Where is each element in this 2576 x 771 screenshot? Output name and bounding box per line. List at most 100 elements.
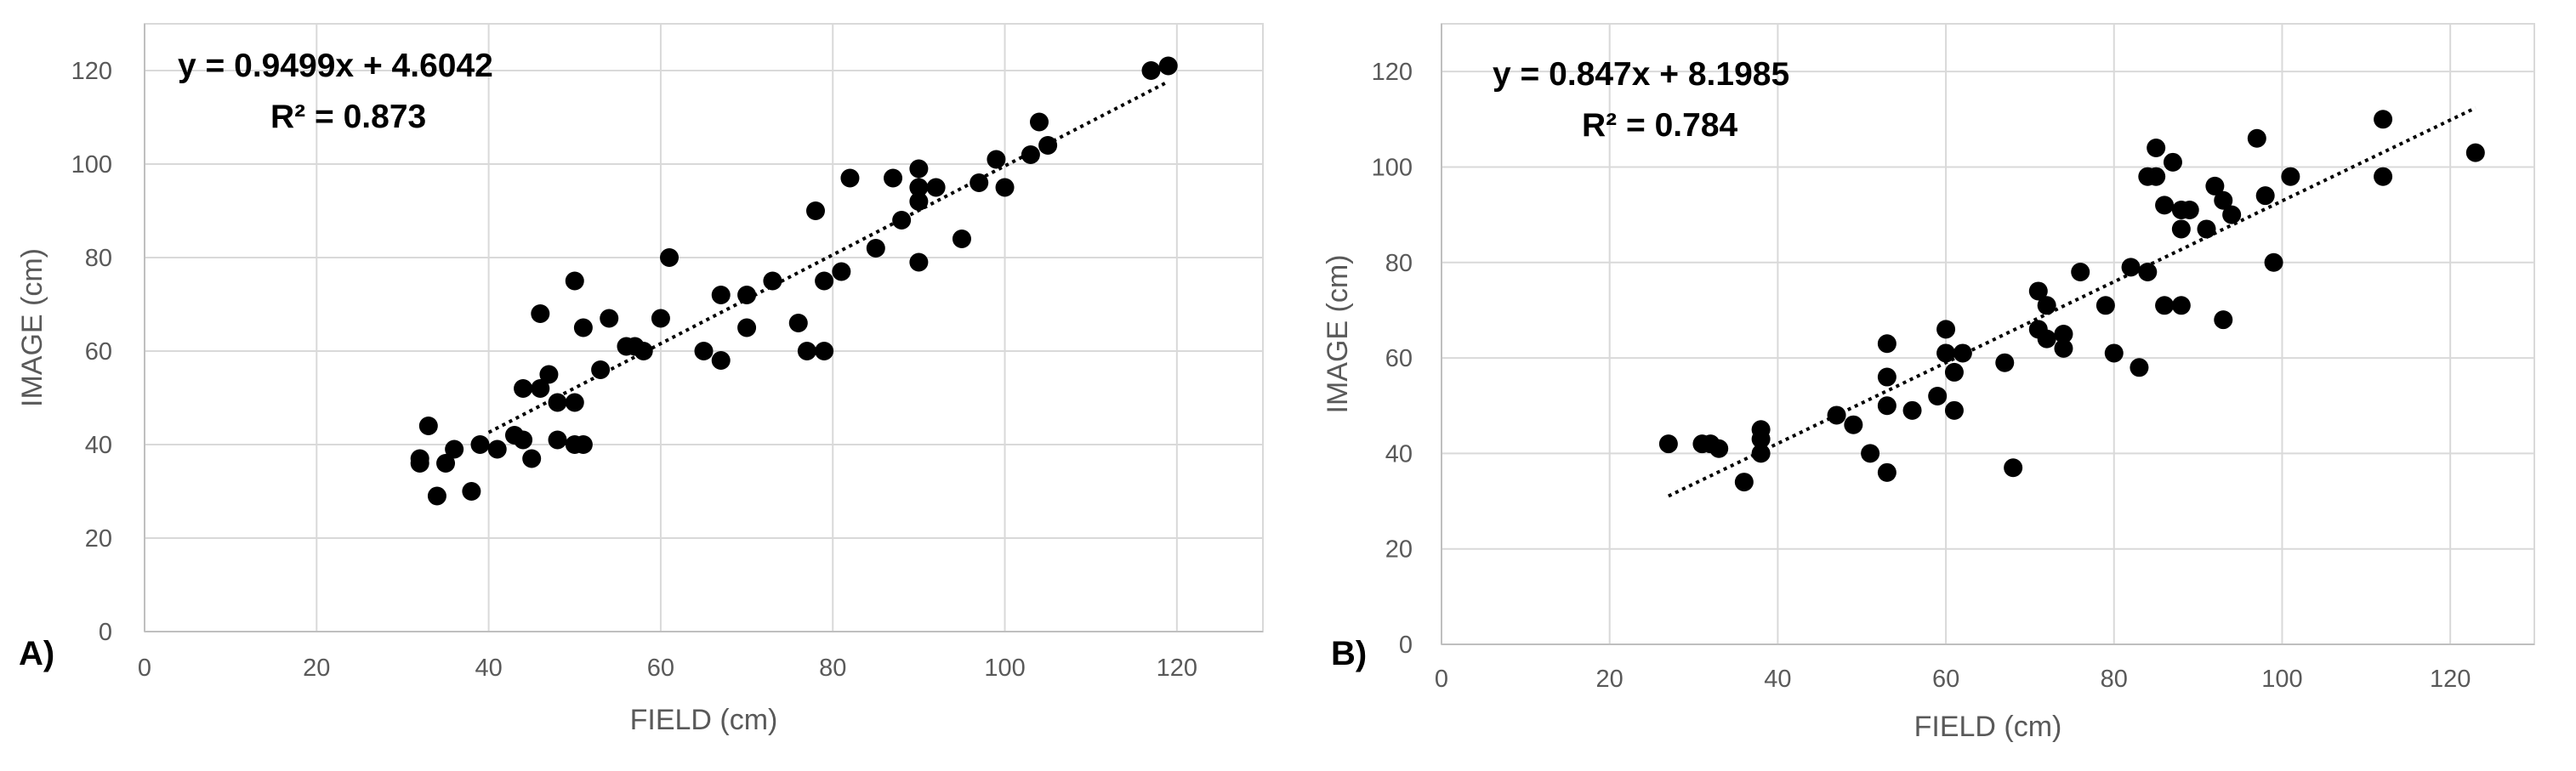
y-axis-title: IMAGE (cm) <box>1322 255 1354 414</box>
data-point <box>806 201 825 220</box>
y-tick-label: 0 <box>99 619 112 646</box>
x-tick-label: 0 <box>1435 666 1448 693</box>
data-point <box>462 482 481 501</box>
data-point <box>2465 143 2485 162</box>
data-point <box>1944 362 1964 382</box>
data-point <box>2130 358 2149 377</box>
x-tick-label: 0 <box>138 655 151 682</box>
data-point <box>952 230 971 248</box>
data-point <box>1751 429 1771 449</box>
data-point <box>2214 310 2233 330</box>
data-point <box>1734 473 1754 492</box>
data-point <box>445 439 464 459</box>
data-point <box>531 304 550 323</box>
x-tick-label: 80 <box>819 655 846 682</box>
panel-label: A) <box>19 635 54 672</box>
data-point <box>1953 343 1972 363</box>
data-point <box>600 309 619 328</box>
data-point <box>2222 205 2242 224</box>
data-point <box>418 417 438 435</box>
data-point <box>995 178 1015 197</box>
panel-label: B) <box>1331 635 1367 672</box>
data-point <box>2171 219 2191 239</box>
data-point <box>970 173 989 192</box>
y-tick-label: 80 <box>85 245 112 272</box>
data-point <box>2095 296 2115 315</box>
data-point <box>2255 186 2275 206</box>
x-tick-label: 20 <box>303 655 330 682</box>
data-point <box>1902 400 1922 420</box>
x-tick-label: 40 <box>475 655 502 682</box>
data-point <box>2155 296 2175 315</box>
data-point <box>573 318 593 337</box>
x-tick-label: 80 <box>2101 666 2128 693</box>
data-point <box>1021 145 1040 164</box>
data-point <box>1751 444 1771 463</box>
data-point <box>2071 263 2090 281</box>
y-tick-label: 0 <box>1399 632 1413 659</box>
data-point <box>487 439 507 459</box>
panel-b: 0 20 40 60 80 100 120 0 20 40 60 80 100 120 FIELD (cm)… <box>1288 0 2576 771</box>
data-point <box>788 314 808 332</box>
data-point <box>815 271 834 291</box>
y-axis-title: IMAGE (cm) <box>16 248 48 407</box>
data-point <box>2205 176 2225 196</box>
data-point <box>1038 136 1058 155</box>
data-point <box>2037 296 2056 315</box>
data-point <box>565 271 584 291</box>
data-point <box>2264 252 2283 272</box>
y-tick-label: 40 <box>1385 440 1413 468</box>
data-point <box>737 318 757 337</box>
data-point <box>763 271 782 291</box>
data-point <box>531 379 550 398</box>
data-point <box>1827 405 1846 425</box>
data-point <box>2163 152 2182 172</box>
data-point <box>2147 167 2166 186</box>
y-tick-label: 120 <box>71 58 112 85</box>
data-point <box>926 178 946 197</box>
x-axis-title: FIELD (cm) <box>630 704 778 736</box>
y-tick-label: 60 <box>1385 345 1413 372</box>
y-tick-label: 20 <box>85 525 112 553</box>
data-point <box>797 342 816 360</box>
data-point <box>591 360 611 379</box>
data-point <box>909 178 929 197</box>
x-tick-label: 60 <box>647 655 674 682</box>
data-point <box>2037 329 2056 349</box>
x-axis-title: FIELD (cm) <box>1914 711 2062 743</box>
data-point <box>548 393 567 412</box>
data-point <box>987 150 1006 169</box>
data-point <box>1944 400 1964 420</box>
x-tick-label: 60 <box>1932 666 1959 693</box>
data-point <box>514 430 533 450</box>
scatter-chart: 0 20 40 60 80 100 120 0 20 40 60 80 100 120 FIELD (cm)… <box>1322 23 2535 743</box>
data-point <box>909 159 929 179</box>
y-tick-label: 60 <box>85 338 112 366</box>
x-tick-label: 40 <box>1764 666 1791 693</box>
data-point <box>2054 338 2073 358</box>
data-point <box>2121 258 2141 277</box>
data-point <box>866 239 885 258</box>
x-tick-label: 100 <box>2261 666 2302 693</box>
data-point <box>1928 387 1948 405</box>
data-point <box>2054 325 2073 343</box>
data-point <box>660 248 680 267</box>
y-tick-label: 80 <box>1385 250 1413 277</box>
y-tick-label: 20 <box>1385 536 1413 564</box>
data-point <box>651 309 670 328</box>
data-point <box>470 435 490 454</box>
data-point <box>427 486 446 506</box>
data-point <box>737 286 757 304</box>
data-point <box>1709 439 1729 458</box>
x-tick-label: 120 <box>1157 655 1197 682</box>
data-point <box>1936 320 1956 339</box>
x-tick-label: 100 <box>984 655 1025 682</box>
data-point <box>2004 458 2023 478</box>
data-point <box>2147 139 2166 157</box>
data-point <box>2247 128 2266 148</box>
data-point <box>1877 462 1896 482</box>
panel-a: 0 20 40 60 80 100 120 0 20 40 60 80 100 120 FIELD (cm)… <box>16 23 1264 736</box>
data-point <box>1030 112 1049 132</box>
r-squared-label: R² = 0.784 <box>1582 107 1738 144</box>
